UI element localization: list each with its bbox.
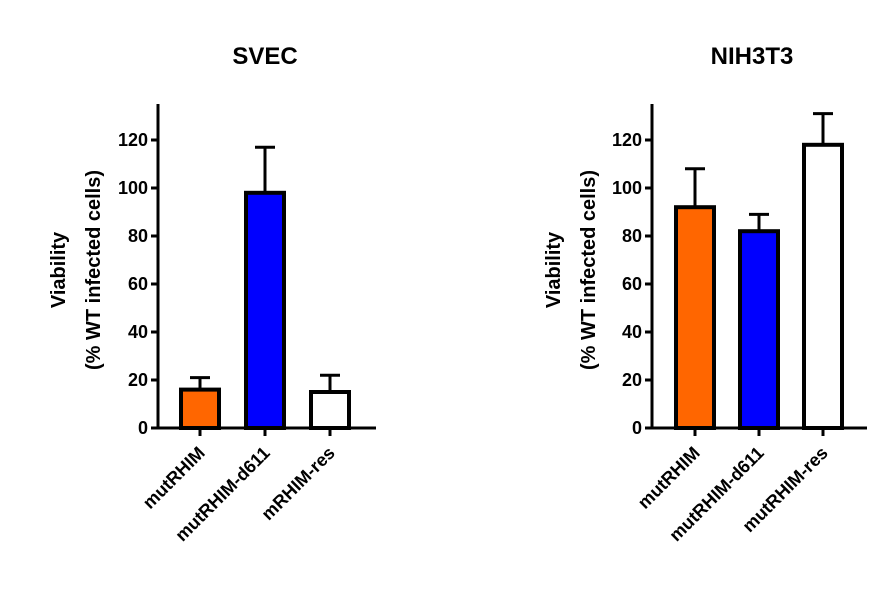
y-tick-label: 120 xyxy=(118,130,148,150)
y-tick-label: 0 xyxy=(138,418,148,438)
y-tick-label: 100 xyxy=(612,178,642,198)
chart-title: SVEC xyxy=(232,43,297,70)
y-tick-label: 40 xyxy=(622,322,642,342)
y-axis-label-line2: (% WT infected cells) xyxy=(83,170,105,370)
bar xyxy=(802,142,844,431)
y-axis-label-line1: Viability xyxy=(543,231,565,308)
y-tick-label: 80 xyxy=(622,226,642,246)
y-axis-label-line1: Viability xyxy=(48,231,70,308)
chart-title: NIH3T3 xyxy=(711,43,794,70)
y-tick-label: 120 xyxy=(612,130,642,150)
y-tick-label: 40 xyxy=(128,322,148,342)
x-category-label: mutRHIM xyxy=(139,443,209,513)
plot-area: 020406080100120mutRHIMmutRHIM-d611mutRHI… xyxy=(612,104,867,545)
y-tick-label: 60 xyxy=(128,274,148,294)
y-tick-label: 60 xyxy=(622,274,642,294)
y-tick-label: 80 xyxy=(128,226,148,246)
chart-panel-nih3t3: NIH3T3 Viability (% WT infected cells) 0… xyxy=(543,43,867,545)
bar xyxy=(738,229,780,430)
bar xyxy=(309,390,351,430)
y-axis-label-line2: (% WT infected cells) xyxy=(578,170,600,370)
y-tick-label: 100 xyxy=(118,178,148,198)
bar xyxy=(179,387,221,431)
y-tick-label: 20 xyxy=(622,370,642,390)
plot-area: 020406080100120mutRHIMmutRHIM-d611mRHIM-… xyxy=(118,104,376,545)
bar xyxy=(244,190,286,430)
bar xyxy=(674,205,716,430)
chart-panel-svec: SVEC Viability (% WT infected cells) 0 20… xyxy=(48,43,376,545)
y-tick-label: 20 xyxy=(128,370,148,390)
y-tick-label: 0 xyxy=(632,418,642,438)
